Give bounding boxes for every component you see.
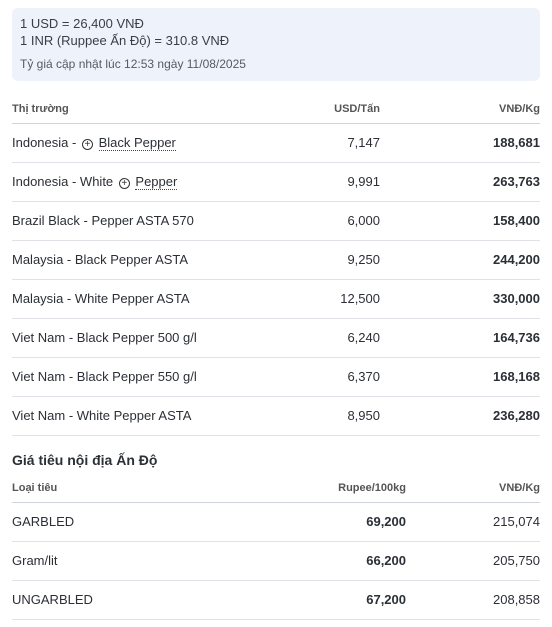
usd-value: 6,000 bbox=[312, 201, 380, 241]
vnd-value: 158,400 bbox=[380, 201, 540, 241]
header-vnd-per-kg: VNĐ/Kg bbox=[380, 95, 540, 124]
rupee-value: 67,200 bbox=[312, 580, 406, 620]
market-name: Malaysia - Black Pepper ASTA bbox=[12, 240, 312, 280]
rupee-value: 69,200 bbox=[312, 502, 406, 542]
market-link[interactable]: Black Pepper bbox=[98, 135, 176, 151]
market-name-prefix: Indonesia - bbox=[12, 135, 80, 150]
market-name: Viet Nam - Black Pepper 550 g/l bbox=[12, 357, 312, 397]
market-price-table: Thị trường USD/Tấn VNĐ/Kg Indonesia - + … bbox=[12, 95, 540, 436]
market-name: Indonesia - + Black Pepper bbox=[12, 123, 312, 163]
rupee-value: 66,200 bbox=[312, 541, 406, 581]
vnd-value: 164,736 bbox=[380, 318, 540, 358]
plus-circle-icon[interactable]: + bbox=[118, 178, 130, 189]
market-name: Brazil Black - Pepper ASTA 570 bbox=[12, 201, 312, 241]
pepper-type: Gram/lit bbox=[12, 541, 312, 581]
vnd-value: 236,280 bbox=[380, 396, 540, 436]
market-name: Malaysia - White Pepper ASTA bbox=[12, 279, 312, 319]
india-price-table: Loại tiêu Rupee/100kg VNĐ/Kg GARBLED 69,… bbox=[12, 474, 540, 620]
header-pepper-type: Loại tiêu bbox=[12, 474, 312, 503]
header-usd-per-ton: USD/Tấn bbox=[312, 95, 380, 124]
usd-value: 12,500 bbox=[312, 279, 380, 319]
vnd-value: 188,681 bbox=[380, 123, 540, 163]
inr-rate: 1 INR (Ruppee Ấn Độ) = 310.8 VNĐ bbox=[20, 33, 230, 48]
plus-circle-icon[interactable]: + bbox=[81, 139, 93, 150]
vnd-value: 205,750 bbox=[406, 541, 540, 581]
header-rupee-per-100kg: Rupee/100kg bbox=[312, 474, 406, 503]
table-row: Malaysia - Black Pepper ASTA 9,250 244,2… bbox=[12, 240, 540, 280]
market-name: Viet Nam - White Pepper ASTA bbox=[12, 396, 312, 436]
vnd-value: 244,200 bbox=[380, 240, 540, 280]
table-header-row: Loại tiêu Rupee/100kg VNĐ/Kg bbox=[12, 474, 540, 503]
table-row: Viet Nam - White Pepper ASTA 8,950 236,2… bbox=[12, 396, 540, 436]
vnd-value: 215,074 bbox=[406, 502, 540, 542]
table-row: UNGARBLED 67,200 208,858 bbox=[12, 580, 540, 620]
india-section-title: Giá tiêu nội địa Ấn Độ bbox=[12, 452, 158, 468]
usd-value: 8,950 bbox=[312, 396, 380, 436]
header-vnd-per-kg: VNĐ/Kg bbox=[406, 474, 540, 503]
pepper-type: UNGARBLED bbox=[12, 580, 312, 620]
table-row: Indonesia - + Black Pepper 7,147 188,681 bbox=[12, 123, 540, 163]
usd-rate: 1 USD = 26,400 VNĐ bbox=[20, 16, 144, 31]
usd-value: 6,370 bbox=[312, 357, 380, 397]
table-row: Gram/lit 66,200 205,750 bbox=[12, 541, 540, 581]
exchange-rate-panel: 1 USD = 26,400 VNĐ 1 INR (Ruppee Ấn Độ) … bbox=[12, 8, 540, 81]
table-row: Brazil Black - Pepper ASTA 570 6,000 158… bbox=[12, 201, 540, 241]
table-row: Malaysia - White Pepper ASTA 12,500 330,… bbox=[12, 279, 540, 319]
market-name: Viet Nam - Black Pepper 500 g/l bbox=[12, 318, 312, 358]
usd-value: 6,240 bbox=[312, 318, 380, 358]
market-link[interactable]: Pepper bbox=[135, 174, 178, 190]
usd-value: 9,250 bbox=[312, 240, 380, 280]
header-market: Thị trường bbox=[12, 95, 312, 124]
rate-update-time: Tỷ giá cập nhật lúc 12:53 ngày 11/08/202… bbox=[20, 57, 246, 71]
vnd-value: 168,168 bbox=[380, 357, 540, 397]
vnd-value: 330,000 bbox=[380, 279, 540, 319]
usd-value: 7,147 bbox=[312, 123, 380, 163]
pepper-type: GARBLED bbox=[12, 502, 312, 542]
table-header-row: Thị trường USD/Tấn VNĐ/Kg bbox=[12, 95, 540, 124]
table-row: Indonesia - White + Pepper 9,991 263,763 bbox=[12, 162, 540, 202]
table-row: GARBLED 69,200 215,074 bbox=[12, 502, 540, 542]
table-row: Viet Nam - Black Pepper 500 g/l 6,240 16… bbox=[12, 318, 540, 358]
market-name: Indonesia - White + Pepper bbox=[12, 162, 312, 202]
vnd-value: 208,858 bbox=[406, 580, 540, 620]
usd-value: 9,991 bbox=[312, 162, 380, 202]
market-name-prefix: Indonesia - White bbox=[12, 174, 117, 189]
table-row: Viet Nam - Black Pepper 550 g/l 6,370 16… bbox=[12, 357, 540, 397]
vnd-value: 263,763 bbox=[380, 162, 540, 202]
